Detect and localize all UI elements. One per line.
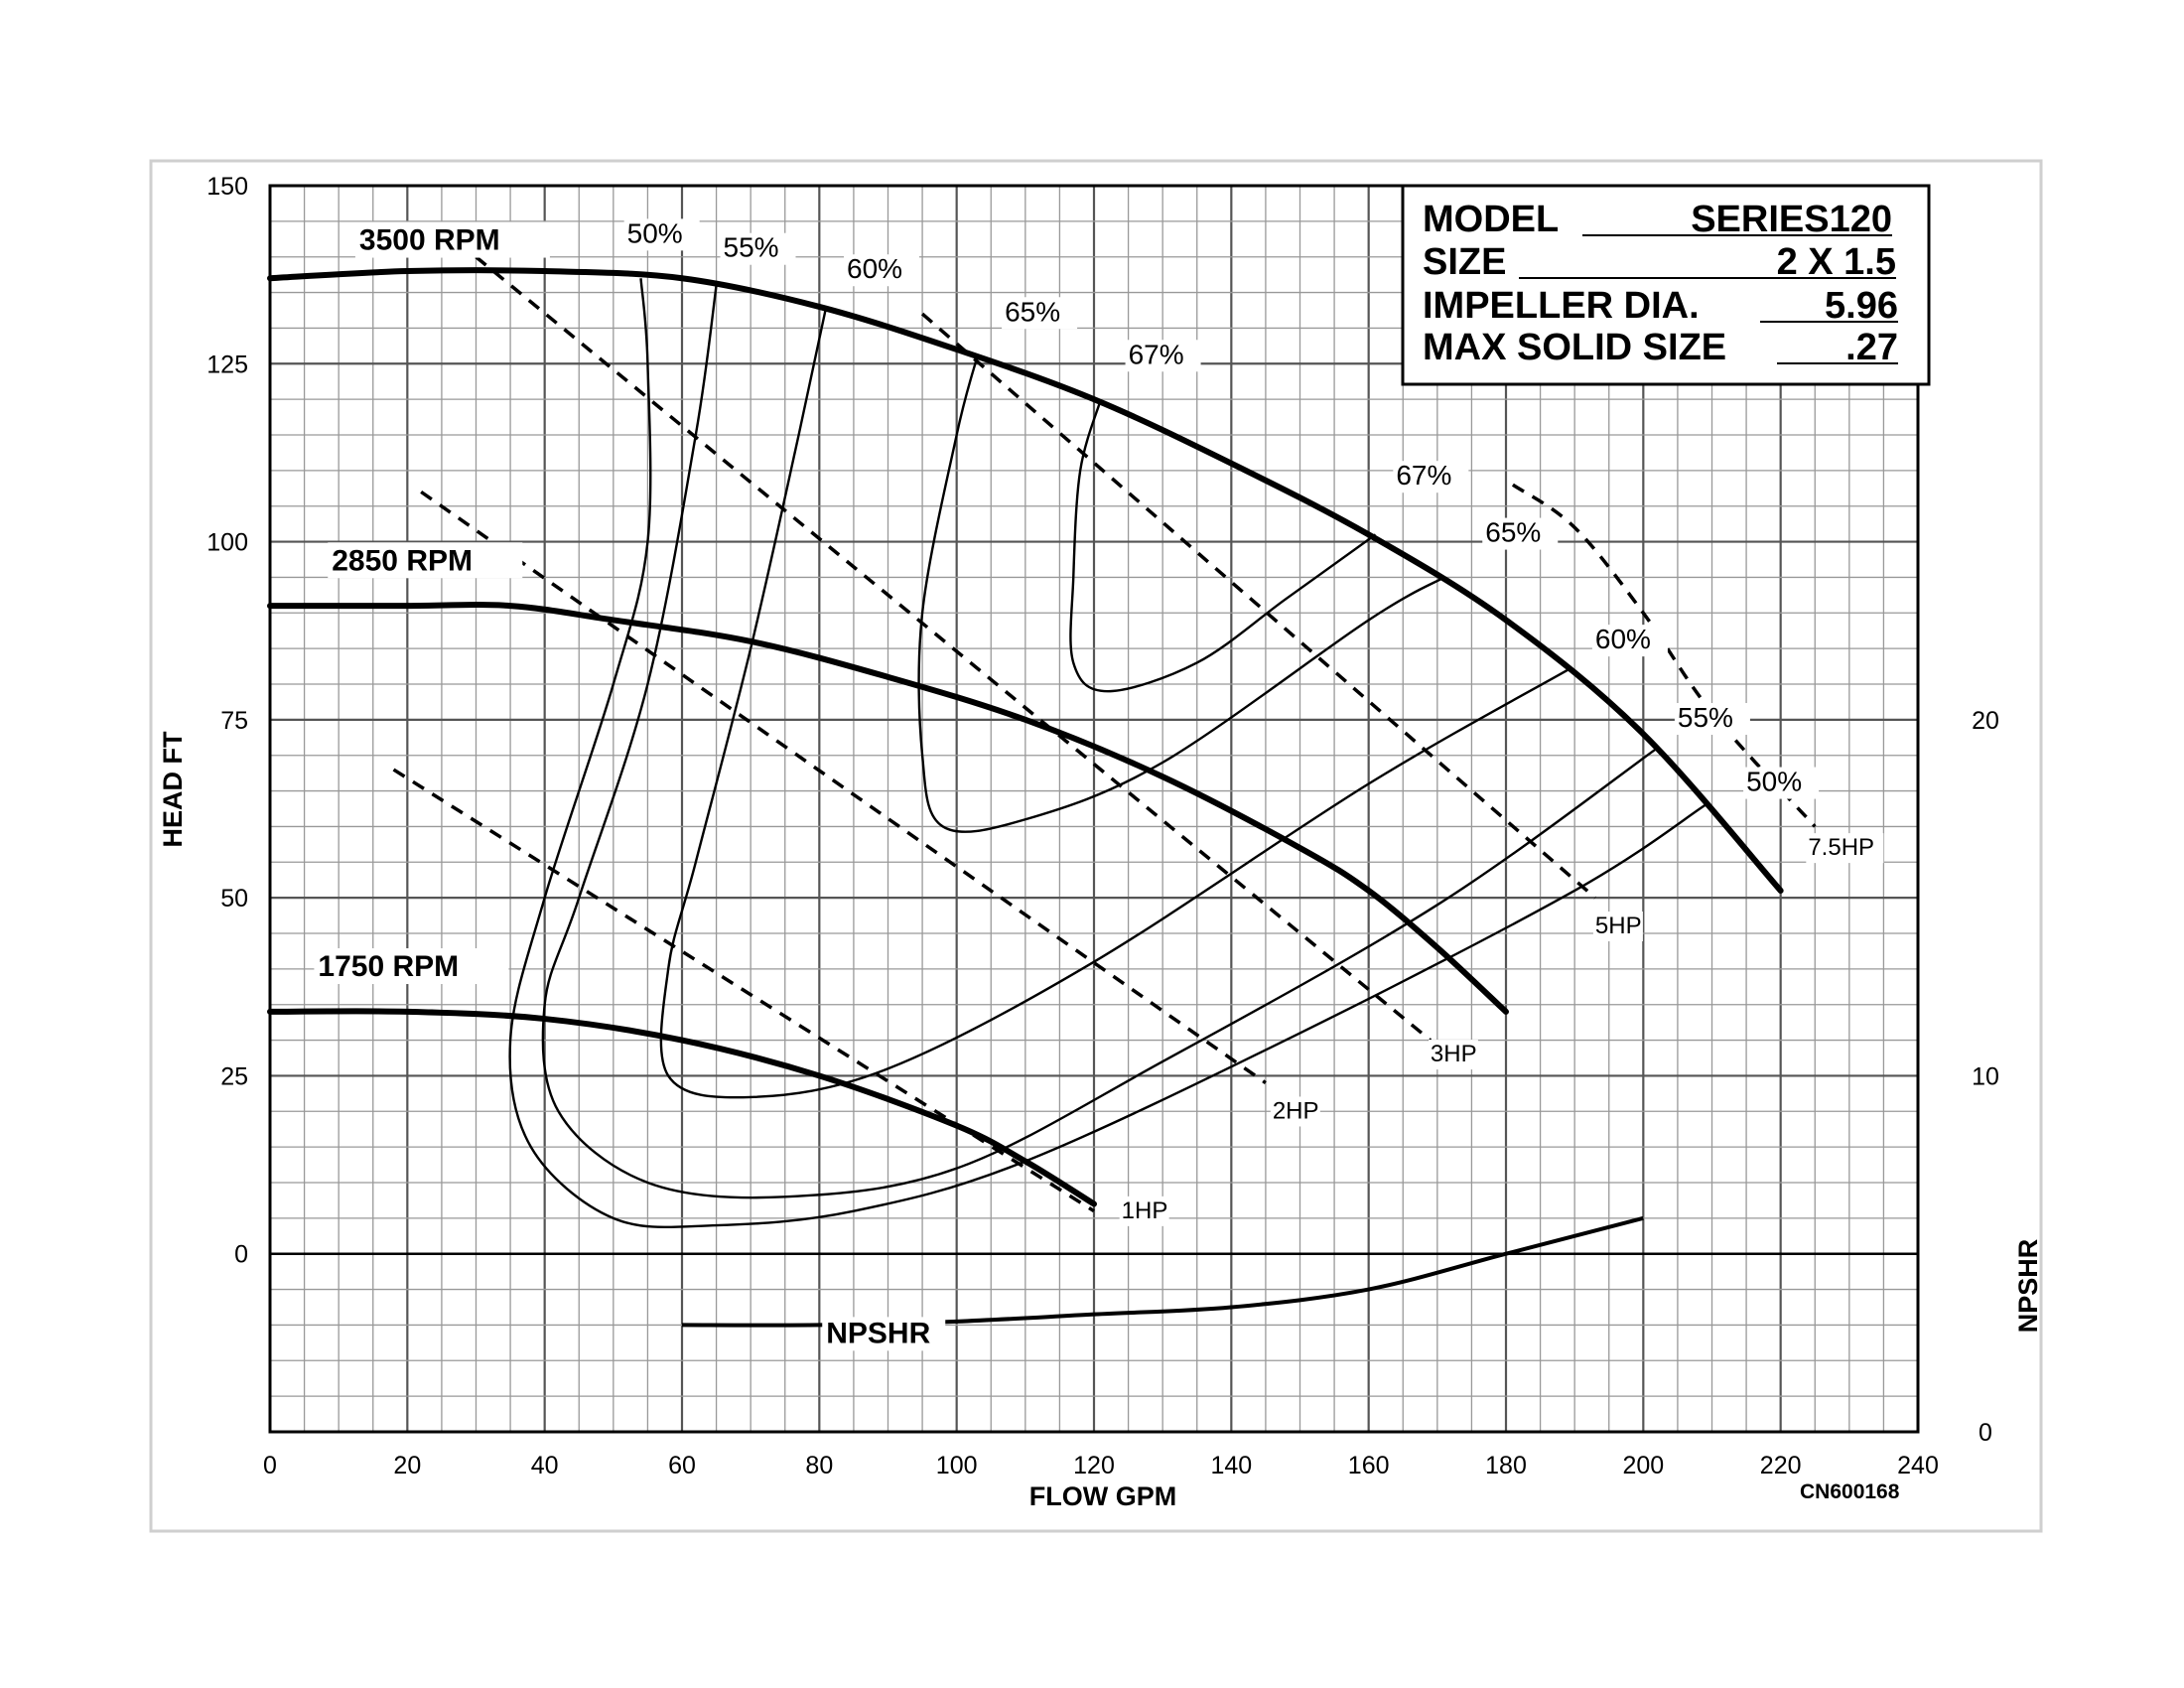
efficiency-label-bg: [720, 232, 796, 265]
hp-label: 1HP: [1122, 1197, 1168, 1224]
efficiency-curve: [508, 278, 1706, 1229]
chart-code: CN600168: [1800, 1480, 1900, 1503]
hp-label-bg: [1592, 912, 1643, 941]
x-tick-label: 240: [1897, 1452, 1939, 1479]
efficiency-label: 65%: [1005, 296, 1060, 327]
efficiency-label: 67%: [1396, 460, 1451, 491]
efficiency-label: 60%: [1595, 624, 1651, 654]
labels: 0 20 40 60 80 100 120 140 160 180 200 220 2401501251…: [206, 173, 1999, 1479]
rpm-label-bg: [328, 542, 523, 579]
solid-size-value: .27: [1845, 327, 1898, 368]
hp-line: [475, 255, 1433, 1042]
x-tick-label: 120: [1073, 1452, 1115, 1479]
y-tick-label: 25: [220, 1062, 248, 1090]
npshr-label: NPSHR: [826, 1317, 930, 1349]
hp-line: [420, 490, 1267, 1085]
rpm-curve: [267, 602, 1509, 1015]
efficiency-label-bg: [1743, 767, 1820, 799]
efficiency-label: 60%: [847, 253, 902, 284]
y-tick-label: 100: [206, 529, 248, 557]
rpm-label: 3500 RPM: [359, 224, 500, 257]
hp-label-bg: [1428, 1040, 1478, 1070]
rpm-label: 2850 RPM: [332, 544, 473, 577]
efficiency-label-bg: [623, 218, 700, 251]
model-label: MODEL: [1423, 199, 1559, 240]
x-tick-label: 80: [805, 1452, 833, 1479]
rpm-label: 1750 RPM: [318, 950, 459, 983]
y-axis-title: HEAD FT: [158, 731, 188, 847]
efficiency-curve: [659, 306, 1569, 1099]
y2-tick-label: 0: [1979, 1419, 1992, 1447]
npshr-label-bg: [822, 1317, 946, 1351]
efficiency-label: 55%: [1678, 702, 1733, 733]
efficiency-label-bg: [1674, 703, 1750, 736]
hp-line: [392, 768, 1095, 1213]
hp-label: 7.5HP: [1808, 834, 1874, 861]
model-value: SERIES120: [1691, 199, 1892, 240]
y-tick-label: 150: [206, 173, 248, 201]
efficiency-label-bg: [1125, 340, 1201, 372]
solid-size-label: MAX SOLID SIZE: [1423, 327, 1726, 368]
impeller-value: 5.96: [1825, 285, 1898, 327]
y-tick-label: 75: [220, 707, 248, 735]
info-box: MODEL SERIES120 SIZE 2 X 1.5 IMPELLER DI…: [1401, 184, 1931, 386]
efficiency-curve: [917, 355, 1445, 833]
rpm-label-bg: [354, 221, 550, 258]
plot-border: [268, 184, 1920, 1434]
hp-label-bg: [1270, 1096, 1320, 1127]
efficiency-label: 65%: [1485, 517, 1541, 548]
x-tick-label: 180: [1485, 1452, 1527, 1479]
size-label: SIZE: [1423, 241, 1506, 283]
rpm-curve: [267, 267, 1784, 894]
efficiency-label: 55%: [724, 232, 779, 263]
y2-tick-label: 10: [1972, 1062, 1999, 1090]
efficiency-label-bg: [1393, 461, 1469, 493]
hp-line: [920, 312, 1597, 900]
efficiency-label-bg: [844, 254, 919, 287]
y-tick-label: 125: [206, 351, 248, 378]
x-tick-label: 100: [936, 1452, 978, 1479]
efficiency-label-bg: [1482, 517, 1559, 550]
hp-label-bg: [1806, 833, 1884, 864]
hp-line: [1511, 483, 1817, 828]
x-tick-label: 40: [531, 1452, 559, 1479]
x-tick-label: 60: [668, 1452, 696, 1479]
x-tick-label: 200: [1622, 1452, 1664, 1479]
efficiency-label: 67%: [1129, 339, 1184, 369]
efficiency-label-bg: [1002, 297, 1078, 330]
y2-tick-label: 20: [1972, 707, 1999, 735]
x-tick-label: 20: [393, 1452, 421, 1479]
efficiency-curve: [541, 285, 1658, 1199]
efficiency-label: 50%: [627, 217, 683, 248]
x-axis-title: FLOW GPM: [1029, 1481, 1176, 1511]
efficiency-label-bg: [1591, 625, 1668, 657]
y-tick-label: 0: [234, 1241, 248, 1269]
rpm-label-bg: [314, 948, 509, 985]
impeller-label: IMPELLER DIA.: [1423, 285, 1700, 327]
hp-label: 3HP: [1431, 1041, 1477, 1067]
hp-label: 2HP: [1273, 1097, 1319, 1124]
hp-label-bg: [1119, 1196, 1169, 1226]
rpm-curve: [267, 1008, 1097, 1207]
y2-axis-title: NPSHR: [2013, 1239, 2043, 1334]
size-value: 2 X 1.5: [1777, 241, 1896, 283]
x-tick-label: 140: [1210, 1452, 1252, 1479]
page-frame: [149, 159, 2043, 1533]
x-tick-label: 0: [263, 1452, 277, 1479]
efficiency-curve: [1069, 398, 1377, 693]
efficiency-label: 50%: [1746, 767, 1802, 797]
y-tick-label: 50: [220, 885, 248, 913]
hp-label: 5HP: [1595, 913, 1642, 939]
x-tick-label: 220: [1760, 1452, 1802, 1479]
x-tick-label: 160: [1348, 1452, 1390, 1479]
